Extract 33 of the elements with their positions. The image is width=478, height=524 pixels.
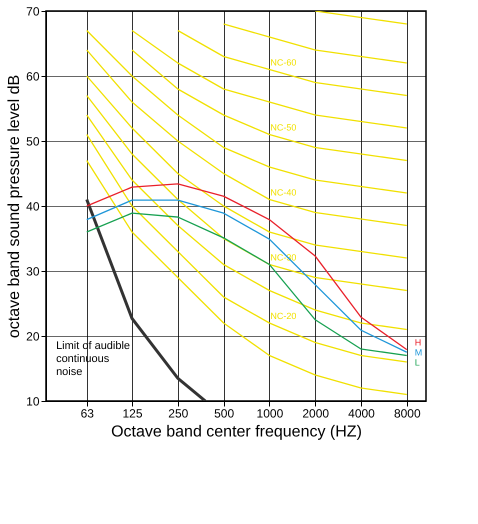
x-tick-label: 2000	[302, 406, 330, 420]
series-label: NC-40	[270, 188, 296, 198]
y-tick-label: 20	[26, 330, 40, 344]
line-series	[131, 49, 408, 162]
series-label: NC-50	[270, 122, 296, 132]
series-label: H	[414, 338, 422, 348]
line-series	[86, 114, 408, 330]
y-tick-label: 30	[26, 264, 40, 278]
x-tick-label: 125	[122, 406, 143, 420]
y-tick-label: 70	[26, 4, 40, 18]
x-tick-label: 63	[80, 406, 94, 420]
line-series	[86, 94, 408, 292]
series-label: NC-20	[270, 311, 296, 321]
y-tick-label: 50	[26, 134, 40, 148]
line-series	[86, 75, 408, 259]
line-series	[86, 49, 408, 226]
line-series	[86, 30, 408, 194]
line-series	[177, 30, 408, 96]
y-axis-title: octave band sound pressure level dB	[6, 74, 24, 338]
x-tick-label: 8000	[394, 406, 421, 420]
x-tick-label: 1000	[256, 406, 284, 420]
y-tick-label: 60	[26, 70, 40, 84]
y-tick-label: 40	[26, 200, 40, 214]
series-label: M	[414, 347, 422, 358]
series-label: NC-60	[270, 58, 296, 68]
line-series	[131, 30, 408, 129]
x-tick-label: 4000	[348, 406, 376, 420]
x-tick-label: 250	[168, 406, 189, 420]
x-tick-label: 500	[214, 406, 234, 420]
series-label: L	[414, 358, 420, 368]
x-axis-title: Octave band center frequency (HZ)	[111, 424, 362, 440]
y-tick-label: 10	[26, 394, 40, 408]
line-series	[222, 23, 408, 64]
